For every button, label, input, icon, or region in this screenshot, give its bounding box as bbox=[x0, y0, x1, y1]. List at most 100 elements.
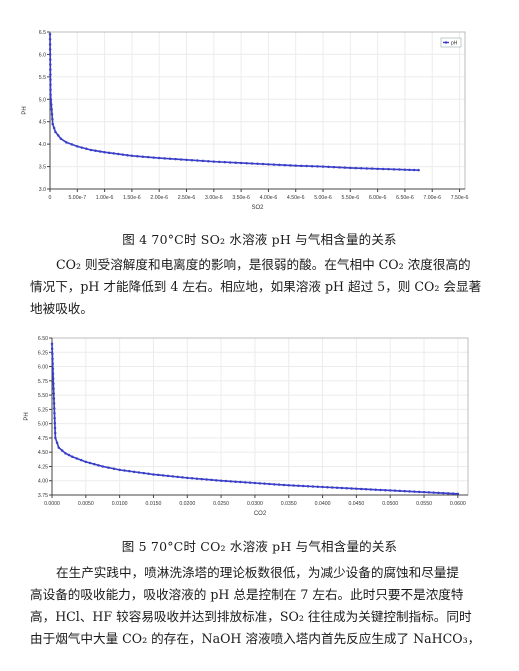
y-tick-label: 5.0 bbox=[39, 97, 46, 103]
data-point bbox=[218, 160, 221, 164]
data-point bbox=[261, 162, 265, 166]
data-point bbox=[128, 469, 131, 473]
data-point bbox=[408, 490, 411, 493]
data-point bbox=[398, 168, 401, 171]
data-point bbox=[166, 474, 170, 478]
x-tick-label: 6.00e-6 bbox=[369, 195, 387, 201]
y-tick-label: 5.75 bbox=[38, 379, 48, 385]
data-point bbox=[48, 53, 52, 56]
data-point bbox=[456, 492, 460, 496]
data-point bbox=[379, 488, 382, 492]
x-tick-label: 1.50e-6 bbox=[123, 195, 141, 201]
data-point bbox=[52, 126, 56, 130]
data-point bbox=[327, 165, 330, 169]
data-point bbox=[54, 130, 57, 134]
data-point bbox=[196, 159, 199, 162]
data-point bbox=[210, 478, 213, 482]
x-tick-label: 0.0100 bbox=[112, 501, 128, 507]
data-point bbox=[422, 490, 426, 494]
data-point bbox=[186, 476, 189, 480]
y-tick-label: 4.25 bbox=[38, 464, 48, 470]
data-point bbox=[48, 43, 52, 46]
data-point bbox=[417, 490, 421, 494]
data-point bbox=[388, 489, 392, 492]
data-point bbox=[340, 486, 344, 490]
data-point bbox=[80, 146, 84, 149]
x-tick-label: 0.0600 bbox=[450, 501, 466, 507]
data-point bbox=[71, 455, 74, 458]
data-point bbox=[393, 489, 397, 492]
data-point bbox=[53, 421, 57, 425]
x-tick-label: 1.00e-6 bbox=[96, 195, 114, 201]
x-tick-label: 5.00e-7 bbox=[68, 195, 86, 201]
y-tick-label: 5.50 bbox=[38, 393, 48, 399]
x-tick-label: 0.0000 bbox=[44, 501, 60, 507]
data-point bbox=[94, 149, 97, 152]
data-point bbox=[427, 491, 431, 494]
data-point bbox=[103, 150, 106, 154]
data-point bbox=[248, 481, 252, 484]
data-point bbox=[136, 155, 139, 158]
data-point bbox=[245, 162, 248, 165]
data-point bbox=[56, 134, 60, 137]
y-axis-label: PH bbox=[22, 106, 28, 114]
data-point bbox=[321, 485, 324, 489]
paragraph-line: CO₂ 则受溶解度和电离度的影响，是很弱的酸。在气相中 CO₂ 浓度很高的 bbox=[56, 257, 471, 272]
data-point bbox=[289, 164, 292, 167]
y-tick-label: 5.5 bbox=[39, 75, 46, 81]
y-tick-label: 6.0 bbox=[39, 52, 46, 58]
data-point bbox=[277, 483, 281, 486]
data-point bbox=[152, 473, 155, 476]
data-point bbox=[67, 453, 71, 457]
data-point bbox=[381, 167, 385, 171]
data-point bbox=[152, 156, 155, 159]
data-point bbox=[132, 470, 136, 474]
y-tick-label: 3.0 bbox=[39, 187, 46, 193]
paragraph-line: 高，HCl、HF 较容易吸收并达到排放标准，SO₂ 往往成为关键控制指标。同时 bbox=[30, 609, 472, 624]
data-point bbox=[171, 475, 175, 478]
data-point bbox=[49, 73, 52, 76]
data-point bbox=[168, 157, 172, 161]
data-point bbox=[49, 63, 52, 66]
data-point bbox=[76, 145, 79, 148]
data-point bbox=[121, 153, 125, 156]
data-point bbox=[239, 161, 243, 165]
data-point bbox=[51, 352, 54, 355]
data-point bbox=[53, 431, 57, 435]
data-point bbox=[316, 485, 319, 489]
legend-marker bbox=[444, 41, 448, 44]
data-point bbox=[364, 487, 368, 491]
data-point bbox=[297, 484, 300, 488]
data-point bbox=[384, 488, 387, 492]
x-tick-label: 2.50e-6 bbox=[178, 195, 196, 201]
data-point bbox=[107, 151, 111, 155]
data-point bbox=[316, 165, 319, 168]
data-point bbox=[59, 137, 63, 141]
data-point bbox=[201, 159, 205, 163]
data-point bbox=[54, 436, 57, 440]
data-point bbox=[392, 168, 396, 171]
y-tick-label: 6.50 bbox=[38, 336, 48, 342]
data-point bbox=[142, 471, 146, 475]
data-point bbox=[118, 468, 121, 472]
data-point bbox=[273, 483, 276, 486]
data-point bbox=[49, 78, 52, 81]
y-tick-label: 4.00 bbox=[38, 479, 48, 485]
data-point bbox=[101, 465, 104, 468]
paragraph-line: 高设备的吸收能力，吸收溶液的 pH 总是控制在 7 左右。此时只要不是浓度特 bbox=[30, 587, 464, 602]
data-point bbox=[50, 103, 53, 106]
x-tick-label: 0.0250 bbox=[213, 501, 229, 507]
plot-frame bbox=[49, 31, 466, 190]
data-point bbox=[49, 83, 52, 86]
data-point bbox=[229, 480, 233, 483]
x-tick-label: 0.0550 bbox=[416, 501, 432, 507]
data-point bbox=[250, 162, 254, 165]
x-tick-label: 0.0450 bbox=[348, 501, 364, 507]
x-tick-label: 5.00e-6 bbox=[314, 195, 332, 201]
data-point bbox=[234, 480, 237, 483]
data-point bbox=[294, 164, 297, 167]
data-point bbox=[446, 492, 450, 495]
data-point bbox=[263, 482, 266, 485]
data-point bbox=[107, 466, 110, 469]
legend-label: pH bbox=[451, 41, 458, 47]
